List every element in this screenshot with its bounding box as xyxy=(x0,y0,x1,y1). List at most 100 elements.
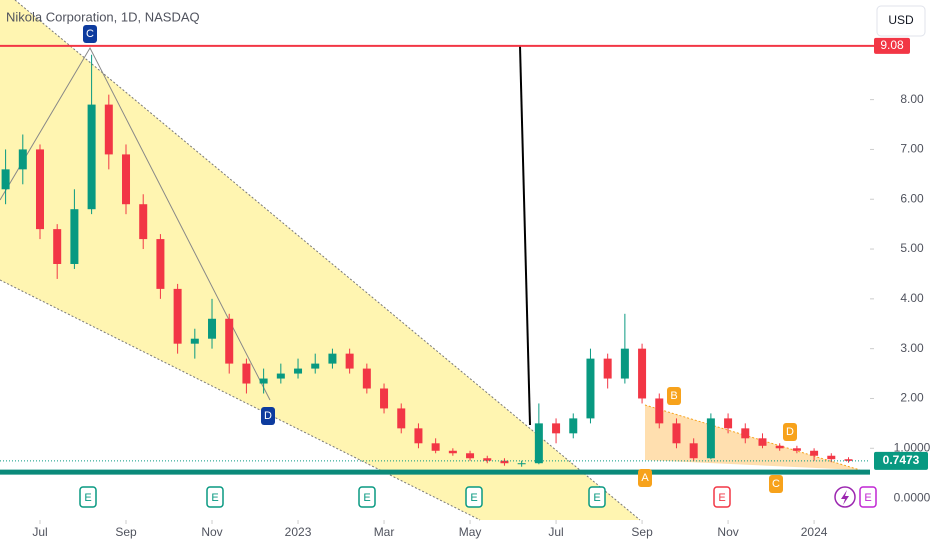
candle-body xyxy=(741,428,750,439)
candle-body xyxy=(87,104,96,210)
pattern-label: C xyxy=(772,478,780,490)
candle-body xyxy=(775,445,784,449)
candle-body xyxy=(104,104,113,155)
candle-body xyxy=(225,318,234,364)
pattern-label: D xyxy=(786,426,794,438)
candle-body xyxy=(655,398,664,424)
x-tick-label: Jul xyxy=(548,525,563,539)
candle-body xyxy=(328,353,337,364)
event-icon xyxy=(713,486,731,508)
chart-title: Nikola Corporation, 1D, NASDAQ xyxy=(6,9,200,24)
y-tick-label: 7.00 xyxy=(900,142,924,156)
candle-body xyxy=(414,428,423,444)
event-label: E xyxy=(84,492,91,504)
x-tick-label: May xyxy=(459,525,482,539)
currency[interactable]: USD xyxy=(888,13,914,27)
event-label: E xyxy=(718,492,725,504)
candle-body xyxy=(672,423,681,444)
channel-edge xyxy=(0,279,481,521)
price-line-tag xyxy=(874,37,910,54)
x-tick-label: Sep xyxy=(115,525,137,539)
candle-body xyxy=(35,149,44,230)
candle-body xyxy=(242,363,251,384)
y-tick-label: 5.00 xyxy=(900,241,924,255)
candle-body xyxy=(190,338,199,344)
event-icon xyxy=(358,486,376,508)
measure-line xyxy=(519,45,531,426)
candle-body xyxy=(827,455,836,460)
x-tick-label: Sep xyxy=(631,525,653,539)
y-tick-label: 2.00 xyxy=(900,391,924,405)
last-price-tag xyxy=(874,451,928,470)
candle-body xyxy=(569,418,578,434)
candle-body xyxy=(466,453,475,459)
currency-button[interactable] xyxy=(876,5,926,37)
pattern-marker xyxy=(83,25,97,43)
candle-body xyxy=(638,348,647,399)
x-tick-label: Nov xyxy=(201,525,222,539)
pattern-label: D xyxy=(264,410,272,422)
pattern-marker xyxy=(769,475,783,493)
pattern-label: A xyxy=(641,472,649,484)
pattern-marker xyxy=(667,387,681,405)
event-label: E xyxy=(211,492,218,504)
x-tick-label: Nov xyxy=(717,525,738,539)
last-price-label: 0.7473 xyxy=(883,453,920,467)
y-tick-label: 4.00 xyxy=(900,291,924,305)
candle-body xyxy=(706,418,715,459)
triangle-edge xyxy=(644,404,861,471)
x-tick-label: Jul xyxy=(32,525,47,539)
y-tick-label: 6.00 xyxy=(900,191,924,205)
candle-body xyxy=(208,318,217,339)
candle-body xyxy=(724,418,733,429)
candle-body xyxy=(431,443,440,451)
y-tick-label: 0.0000 xyxy=(894,490,931,504)
candle-body xyxy=(689,443,698,459)
candle-body xyxy=(483,458,492,461)
x-tick-label: 2023 xyxy=(285,525,312,539)
candle-body xyxy=(294,368,303,374)
candle-body xyxy=(844,459,853,461)
candle-body xyxy=(603,358,612,379)
candle-body xyxy=(173,288,182,344)
candle-body xyxy=(586,358,595,419)
pattern-label: B xyxy=(670,390,677,402)
candle-body xyxy=(1,169,10,190)
pattern-marker xyxy=(261,407,275,425)
candle-body xyxy=(139,204,148,240)
candle-body xyxy=(552,423,561,434)
y-tick-label: 8.00 xyxy=(900,92,924,106)
pattern-line xyxy=(0,46,271,401)
dividend-bolt xyxy=(841,490,849,505)
candle-body xyxy=(397,408,406,429)
pattern-label: C xyxy=(86,28,94,40)
candle-body xyxy=(534,423,543,464)
y-tick-label: 3.00 xyxy=(900,341,924,355)
candle-body xyxy=(276,373,285,379)
candle-body xyxy=(311,363,320,369)
candle-body xyxy=(53,229,62,264)
event-icon xyxy=(79,486,97,508)
candle-body xyxy=(500,460,509,464)
pattern-marker xyxy=(783,423,797,441)
candle-body xyxy=(70,209,79,264)
pattern-marker xyxy=(638,469,652,487)
candle-body xyxy=(122,154,131,205)
price-line-label: 9.08 xyxy=(880,38,904,52)
event-icon xyxy=(465,486,483,508)
event-label: E xyxy=(864,492,871,504)
candle-body xyxy=(792,448,801,451)
candle-body xyxy=(345,353,354,369)
candle-body xyxy=(810,450,819,456)
candle-body xyxy=(156,239,165,289)
candle-body xyxy=(380,388,389,409)
x-tick-label: Mar xyxy=(374,525,395,539)
event-icon xyxy=(859,486,877,508)
drawings xyxy=(0,0,861,521)
event-label: E xyxy=(593,492,600,504)
candle-body xyxy=(18,149,27,170)
channel xyxy=(0,0,640,520)
event-label: E xyxy=(363,492,370,504)
candle-body xyxy=(517,463,526,465)
